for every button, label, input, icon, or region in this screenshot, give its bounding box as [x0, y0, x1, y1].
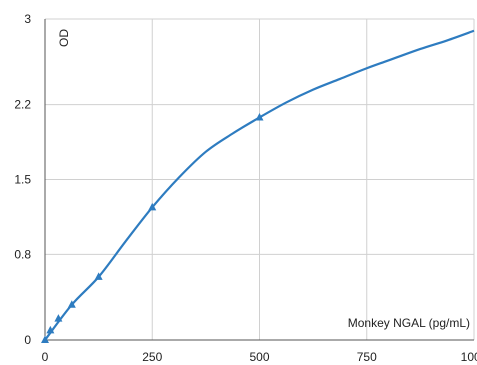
x-axis-title: Monkey NGAL (pg/mL): [348, 316, 470, 330]
series-markers: [41, 112, 264, 343]
x-tick-label: 0: [42, 350, 49, 364]
x-tick-label: 1000: [461, 350, 477, 364]
grid: [44, 18, 475, 341]
y-tick-label: 0: [24, 333, 31, 347]
y-tick-label: 1.5: [14, 173, 31, 187]
data-point-marker: [148, 202, 157, 211]
x-tick-label: 250: [142, 350, 162, 364]
data-point-marker: [54, 314, 63, 322]
y-axis-title: OD: [57, 29, 71, 47]
data-point-marker: [94, 272, 103, 280]
y-axis-ticks: 0 0.8 1.5 2.2 3: [14, 12, 31, 347]
y-tick-label: 3: [24, 12, 31, 26]
data-point-marker: [67, 300, 76, 308]
axes: [44, 19, 474, 341]
data-point-marker: [255, 112, 264, 121]
x-axis-ticks: 0 250 500 750 1000: [42, 350, 477, 364]
x-tick-label: 500: [249, 350, 269, 364]
y-tick-label: 2.2: [14, 98, 31, 112]
y-tick-label: 0.8: [14, 247, 31, 261]
data-point-marker: [46, 325, 55, 334]
data-point-marker: [41, 335, 49, 343]
x-tick-label: 750: [357, 350, 377, 364]
